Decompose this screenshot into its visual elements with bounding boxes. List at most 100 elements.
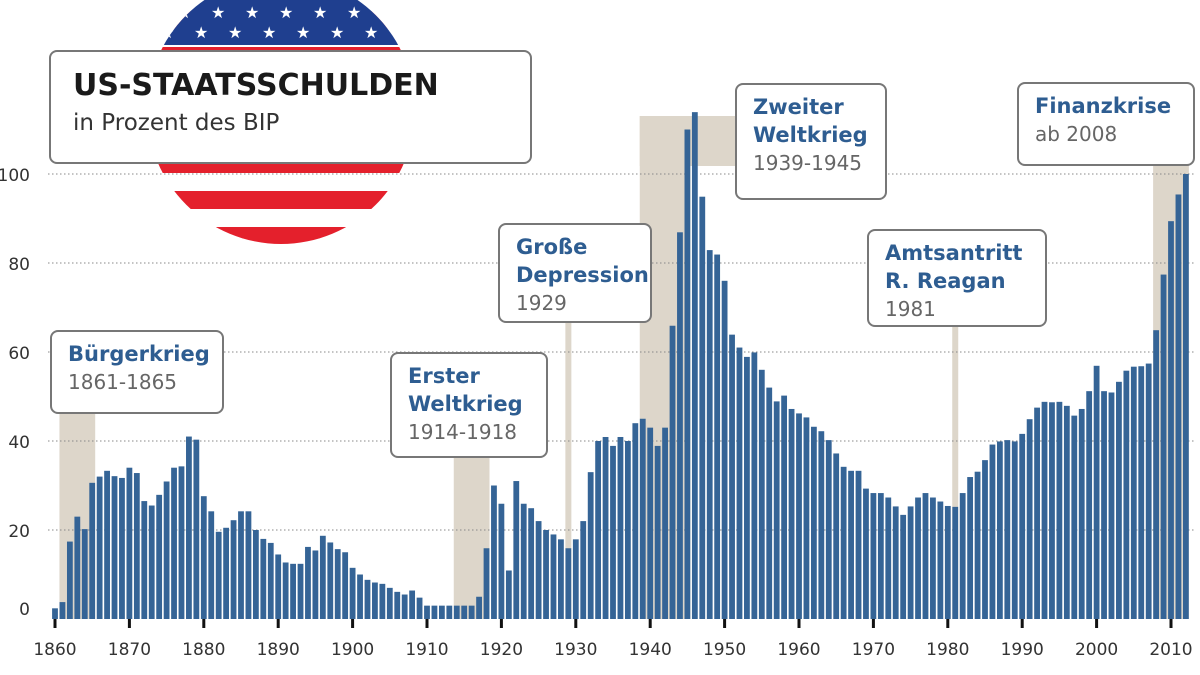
- bar-1921: [505, 570, 512, 619]
- bar-1922: [513, 481, 520, 619]
- x-tick-label: 1970: [852, 640, 895, 660]
- flag-star: ★: [398, 23, 412, 42]
- bar-1910: [424, 605, 430, 619]
- flag-star: ★: [381, 3, 395, 22]
- x-tick: [276, 619, 280, 628]
- bar-1876: [171, 467, 177, 619]
- x-tick-label: 1990: [1001, 640, 1044, 660]
- x-tick-label: 2000: [1075, 640, 1118, 660]
- bar-1990: [1019, 433, 1026, 619]
- bar-1993: [1041, 401, 1048, 619]
- bar-1977: [922, 493, 929, 619]
- chart-subtitle: in Prozent des BIP: [73, 110, 280, 136]
- bar-1923: [520, 503, 527, 619]
- bar-1950: [721, 280, 728, 619]
- bar-1860: [52, 608, 58, 619]
- bar-1932: [587, 472, 594, 619]
- bar-2004: [1123, 370, 1130, 619]
- bar-2011: [1175, 194, 1182, 619]
- x-tick-label: 1860: [33, 640, 76, 660]
- bar-1957: [773, 401, 780, 619]
- x-tick-label: 1930: [554, 640, 597, 660]
- bar-1899: [342, 552, 349, 619]
- bar-1927: [550, 534, 557, 619]
- bar-1961: [803, 417, 810, 619]
- bar-1914: [453, 605, 460, 619]
- bar-1912: [438, 605, 445, 619]
- annotation-title: Finanzkrise: [1035, 94, 1172, 118]
- bar-1978: [930, 497, 936, 619]
- x-tick: [797, 619, 801, 628]
- bar-1868: [111, 476, 118, 619]
- x-tick: [648, 619, 652, 628]
- highlight-period: [952, 326, 959, 619]
- bar-1940: [647, 427, 654, 619]
- bar-1896: [319, 535, 326, 619]
- bar-1988: [1004, 440, 1011, 619]
- bar-1892: [290, 563, 296, 619]
- bar-2002: [1108, 392, 1115, 619]
- bar-1951: [729, 334, 735, 619]
- annotation-years: 1929: [516, 291, 567, 315]
- bar-1925: [535, 521, 542, 619]
- bar-1861: [59, 602, 66, 619]
- highlight-period: [453, 457, 490, 619]
- bar-2008: [1153, 330, 1160, 619]
- annotation-title: Erster Weltkrieg: [408, 364, 523, 416]
- bar-1949: [714, 254, 721, 620]
- bar-1946: [691, 112, 698, 620]
- bar-1956: [766, 387, 773, 619]
- bar-1942: [662, 427, 668, 619]
- bar-1966: [840, 466, 847, 619]
- bar-1952: [736, 347, 743, 619]
- bar-1888: [260, 538, 267, 619]
- x-tick: [1020, 619, 1024, 628]
- bar-1999: [1086, 391, 1093, 619]
- bar-1995: [1056, 401, 1063, 619]
- bar-1973: [892, 506, 899, 619]
- flag-star: ★: [347, 3, 361, 22]
- bar-1943: [669, 325, 676, 619]
- flag-star: ★: [330, 23, 344, 42]
- flag-star: ★: [177, 3, 191, 22]
- y-tick-label: 80: [8, 255, 30, 275]
- bar-1926: [543, 530, 549, 619]
- flag-star: ★: [330, 0, 344, 2]
- title-box: US-STAATSSCHULDEN in Prozent des BIP: [49, 50, 532, 164]
- bar-1997: [1071, 415, 1078, 619]
- bar-1874: [156, 494, 163, 619]
- x-tick: [202, 619, 206, 628]
- flag-star: ★: [364, 0, 378, 2]
- bar-1989: [1011, 441, 1018, 619]
- bar-1877: [178, 466, 185, 619]
- bar-1939: [639, 418, 646, 619]
- flag-star: ★: [279, 3, 293, 22]
- bar-1908: [409, 590, 416, 619]
- x-tick-label: 1900: [331, 640, 374, 660]
- bar-1935: [610, 445, 616, 619]
- bar-1959: [788, 408, 795, 619]
- x-tick: [871, 619, 875, 628]
- bar-2003: [1116, 381, 1122, 619]
- annotation-title: Große Depression: [516, 235, 649, 287]
- bar-2012: [1182, 174, 1189, 619]
- flag-stripe: [147, 191, 415, 209]
- annotation-years: 1981: [885, 297, 936, 321]
- annotation-great-depression: Große Depression 1929: [498, 223, 652, 323]
- bar-1982: [959, 493, 966, 619]
- bar-1972: [885, 497, 892, 619]
- bar-1967: [848, 470, 854, 619]
- bar-1931: [580, 521, 587, 619]
- bar-1894: [305, 546, 311, 619]
- bar-1964: [825, 440, 832, 619]
- y-tick-label: 20: [8, 522, 30, 542]
- bar-2010: [1168, 221, 1174, 620]
- bar-1929: [565, 548, 572, 619]
- x-tick-label: 1940: [629, 640, 672, 660]
- bar-1871: [133, 473, 140, 619]
- flag-star: ★: [415, 3, 429, 22]
- bar-1955: [758, 369, 765, 619]
- bar-1909: [416, 597, 423, 619]
- bar-2001: [1101, 391, 1107, 619]
